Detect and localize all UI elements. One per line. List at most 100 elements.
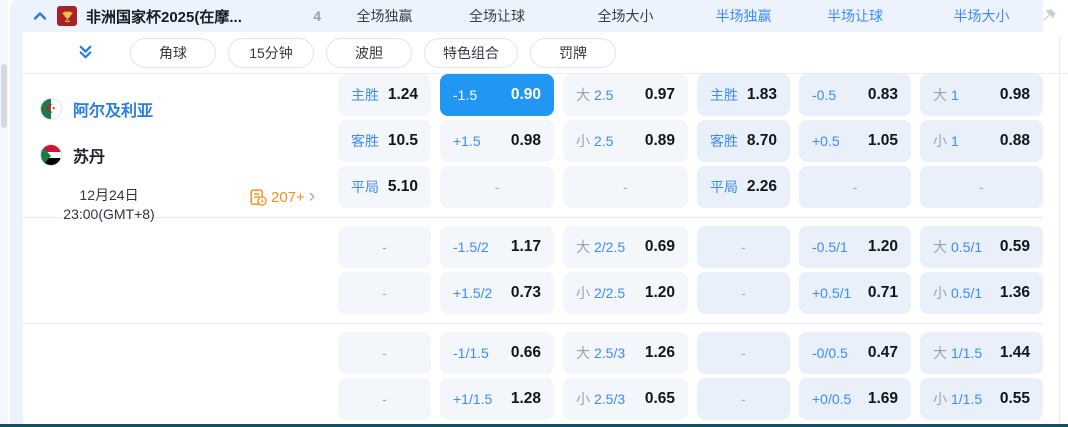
odds-cell[interactable]: +1/1.5 1.28 xyxy=(440,378,554,420)
odds-cell[interactable]: 大 1 0.98 xyxy=(920,74,1043,116)
odds-cell[interactable]: 小 2.5/3 0.65 xyxy=(563,378,688,420)
odds-value: 0.59 xyxy=(999,238,1030,255)
market-tab-2[interactable]: 15分钟 xyxy=(228,38,314,68)
odds-cell[interactable]: +0.5/1 0.71 xyxy=(799,272,911,314)
odds-value: 0.71 xyxy=(867,284,898,301)
more-markets-link[interactable]: 207+ › xyxy=(250,187,315,206)
odds-value: 0.65 xyxy=(644,390,675,407)
match-time: 23:00(GMT+8) xyxy=(63,206,155,222)
odds-cell[interactable]: 大 1/1.5 1.44 xyxy=(920,332,1043,374)
odds-cell[interactable]: 大 0.5/1 0.59 xyxy=(920,226,1043,268)
odds-cell[interactable]: 大 2.5/3 1.26 xyxy=(563,332,688,374)
odds-cell[interactable]: -0.5/1 1.20 xyxy=(799,226,911,268)
odds-line-label: 平局 xyxy=(710,179,738,195)
odds-cell-empty: - xyxy=(563,166,688,208)
odds-value: 1.17 xyxy=(510,238,541,255)
odds-cell[interactable]: 小 2/2.5 1.20 xyxy=(563,272,688,314)
league-title-group: 非洲国家杯2025(在摩... 4 xyxy=(10,0,329,32)
odds-value: 1.26 xyxy=(644,344,675,361)
over-under-prefix: 小 xyxy=(576,133,590,149)
odds-cell[interactable]: -1/1.5 0.66 xyxy=(440,332,554,374)
odds-line-label: +0.5 xyxy=(812,133,840,149)
odds-value: 0.98 xyxy=(510,132,541,149)
odds-cell[interactable]: 主胜 1.24 xyxy=(338,74,431,116)
odds-cell[interactable]: -1.5 0.90 xyxy=(440,74,554,116)
odds-value: 0.90 xyxy=(510,86,541,103)
odds-line-label: 小 0.5/1 xyxy=(933,285,983,301)
group-separator xyxy=(23,217,1043,218)
outer-scrollbar-track xyxy=(0,0,8,427)
market-tab-1[interactable]: 角球 xyxy=(130,38,216,68)
odds-cell-empty: - xyxy=(697,226,790,268)
odds-cell[interactable]: -1.5/2 1.17 xyxy=(440,226,554,268)
odds-cell[interactable]: -0/0.5 0.47 xyxy=(799,332,911,374)
odds-cell[interactable]: 大 2.5 0.97 xyxy=(563,74,688,116)
odds-cell[interactable]: +0.5 1.05 xyxy=(799,120,911,162)
over-under-prefix: 小 xyxy=(933,285,947,301)
over-under-prefix: 小 xyxy=(933,133,947,149)
odds-cell[interactable]: 平局 5.10 xyxy=(338,166,431,208)
odds-cell[interactable]: 大 2/2.5 0.69 xyxy=(563,226,688,268)
odds-line-label: 平局 xyxy=(351,179,379,195)
over-under-prefix: 大 xyxy=(576,87,590,103)
odds-cell-empty: - xyxy=(920,166,1043,208)
odds-cell[interactable]: -0.5 0.83 xyxy=(799,74,911,116)
odds-value: 0.97 xyxy=(644,86,675,103)
odds-cell[interactable]: +1.5/2 0.73 xyxy=(440,272,554,314)
more-markets-count: 207+ xyxy=(271,189,305,206)
odds-cell[interactable]: 主胜 1.83 xyxy=(697,74,790,116)
odds-line-label: 大 2.5/3 xyxy=(576,345,626,361)
column-header-6: 半场大小 xyxy=(953,8,1010,24)
outer-scrollbar-thumb[interactable] xyxy=(1,64,7,128)
odds-body: 主胜 1.24 -1.5 0.90 大 2.5 0.97 主胜 1.83 -0.5 0.83 大 1 0.… xyxy=(10,74,1043,424)
odds-cell[interactable]: 小 1/1.5 0.55 xyxy=(920,378,1043,420)
odds-line-label: 客胜 xyxy=(351,133,379,149)
home-team-name: 阿尔及利亚 xyxy=(73,103,154,120)
odds-value: 1.28 xyxy=(510,390,541,407)
odds-cell[interactable]: 小 0.5/1 1.36 xyxy=(920,272,1043,314)
odds-cell[interactable]: 小 1 0.88 xyxy=(920,120,1043,162)
odds-line-label: +0/0.5 xyxy=(812,391,852,407)
team-column-spacer xyxy=(10,378,329,420)
markets-list-icon xyxy=(250,189,267,206)
away-team-row[interactable]: 苏丹 xyxy=(40,134,105,176)
odds-value: 2.26 xyxy=(746,178,777,195)
odds-cell[interactable]: 客胜 8.70 xyxy=(697,120,790,162)
home-team-row[interactable]: 阿尔及利亚 xyxy=(40,88,153,130)
odds-value: 0.47 xyxy=(867,344,898,361)
odds-cell-empty: - xyxy=(440,166,554,208)
odds-value: 0.98 xyxy=(999,86,1030,103)
odds-cell[interactable]: +0/0.5 1.69 xyxy=(799,378,911,420)
odds-cell-empty: - xyxy=(338,272,431,314)
odds-line-label: 大 2/2.5 xyxy=(576,239,626,255)
odds-line-label: 大 2.5 xyxy=(576,87,614,103)
odds-value: 1.20 xyxy=(867,238,898,255)
collapse-chevron-up-icon[interactable] xyxy=(32,8,48,24)
odds-cell-empty: - xyxy=(697,272,790,314)
odds-value: 0.66 xyxy=(510,344,541,361)
odds-line-label: 小 1/1.5 xyxy=(933,391,983,407)
market-tab-3[interactable]: 波胆 xyxy=(326,38,412,68)
market-tab-4[interactable]: 特色组合 xyxy=(424,38,518,68)
odds-row: - -1/1.5 0.66 大 2.5/3 1.26 - -0/0.5 0.47 大 1/1.5 1.… xyxy=(10,332,1043,374)
odds-value: 0.88 xyxy=(999,132,1030,149)
odds-line-label: +1.5 xyxy=(453,133,481,149)
odds-value: 0.83 xyxy=(867,86,898,103)
market-tab-5[interactable]: 罚牌 xyxy=(530,38,616,68)
right-divider xyxy=(1059,36,1060,424)
market-tabs: 角球 15分钟 波胆 特色组合 罚牌 xyxy=(130,38,616,68)
odds-cell[interactable]: 平局 2.26 xyxy=(697,166,790,208)
match-count: 4 xyxy=(313,8,321,24)
odds-cell[interactable]: 小 2.5 0.89 xyxy=(563,120,688,162)
odds-line-label: -0/0.5 xyxy=(812,345,848,361)
odds-cell[interactable]: +1.5 0.98 xyxy=(440,120,554,162)
odds-line-label: 小 2.5 xyxy=(576,133,614,149)
algeria-flag-icon xyxy=(40,98,62,120)
odds-line-label: +1/1.5 xyxy=(453,391,493,407)
odds-cell[interactable]: 客胜 10.5 xyxy=(338,120,431,162)
bottom-border xyxy=(0,424,1068,427)
odds-value: 10.5 xyxy=(387,132,418,149)
group-separator xyxy=(23,323,1043,324)
pin-icon[interactable] xyxy=(1040,7,1058,30)
expand-double-chevron-down-icon[interactable] xyxy=(76,43,95,67)
